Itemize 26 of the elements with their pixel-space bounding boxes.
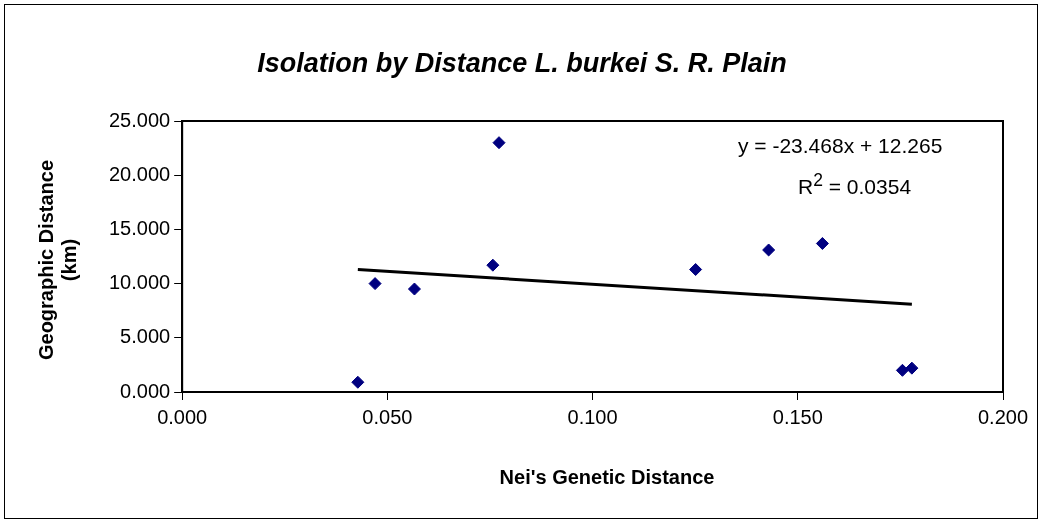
y-tick-label: 10.000	[109, 271, 171, 294]
x-axis-title: Nei's Genetic Distance	[498, 466, 716, 489]
annotation: R$^{2}$ = 0.0354	[798, 170, 912, 199]
point	[492, 136, 506, 150]
point	[368, 277, 382, 291]
point	[689, 263, 703, 277]
point	[815, 236, 829, 250]
x-tick-label: 0.200	[977, 405, 1029, 428]
y-tick-label: 5.000	[120, 325, 171, 348]
x-tick-label: 0.050	[362, 405, 413, 428]
y-tick-label: 25.000	[109, 108, 171, 131]
point	[905, 361, 919, 375]
x-tick-label: 0.150	[772, 405, 823, 428]
y-tick-label: 0.000	[120, 379, 171, 402]
y-tick-label: 15.000	[109, 216, 171, 239]
y-tick-label: 20.000	[109, 162, 171, 185]
point	[486, 258, 500, 272]
y-axis-title: Geographic Distance (km)	[35, 158, 81, 363]
point	[762, 243, 776, 257]
point	[895, 363, 909, 377]
annotation: y = -23.468x + 12.265	[738, 134, 943, 158]
x-tick-label: 0.100	[567, 405, 618, 428]
x-tick-label: 0.000	[157, 405, 208, 428]
point	[407, 282, 421, 296]
point	[351, 375, 365, 389]
chart-title: Isolation by Distance L. burkei S. R. Plain	[256, 48, 788, 79]
